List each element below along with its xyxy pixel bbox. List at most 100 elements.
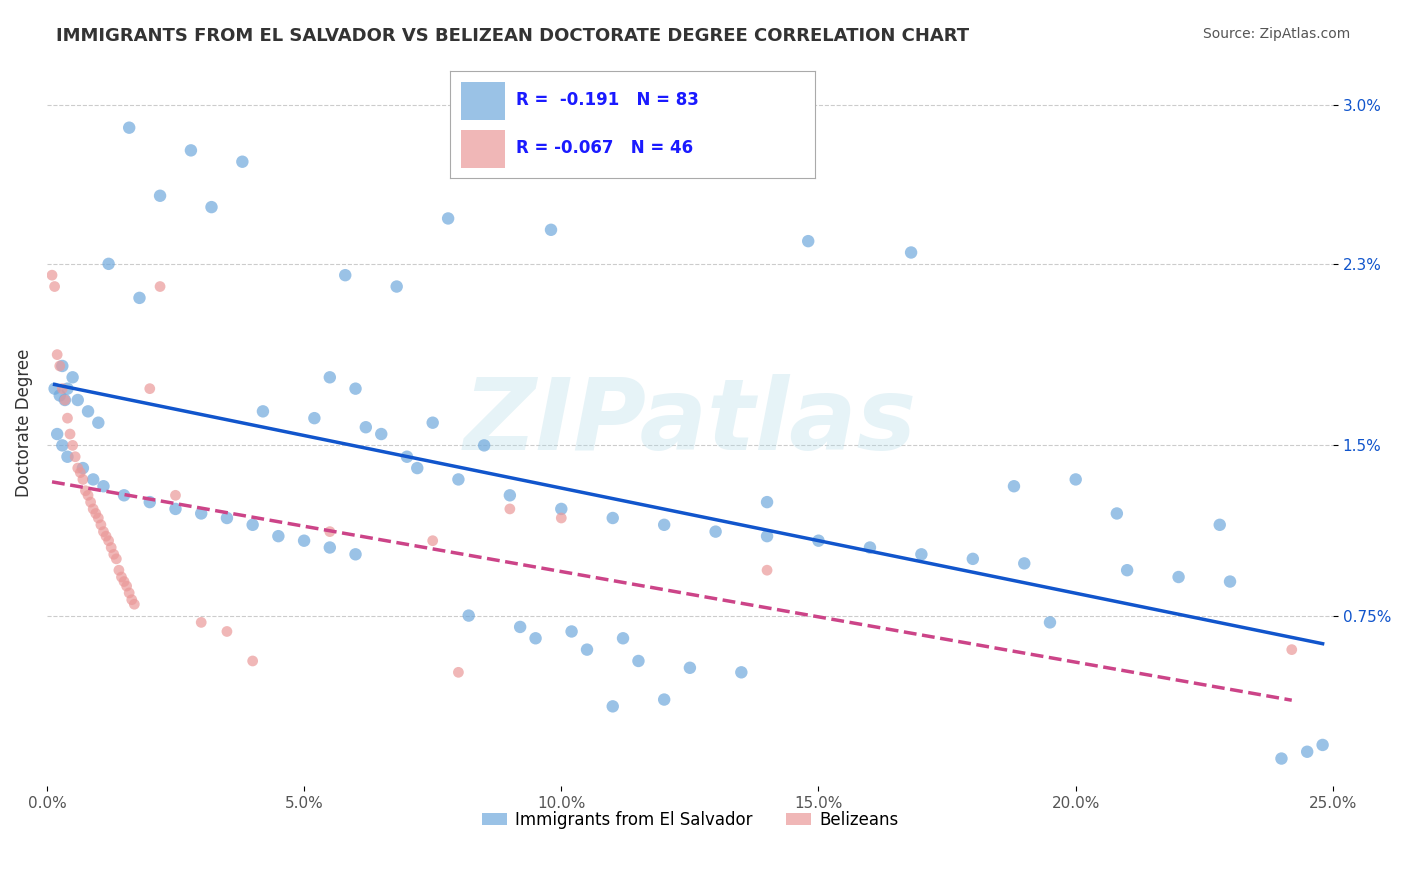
Point [56,450,79,464]
Point [139,382,162,396]
Point [66,392,89,407]
Point [139,495,162,509]
Point [576,642,599,657]
Point [730,665,752,680]
Point [180,144,202,158]
Point [319,541,342,555]
Point [87,416,110,430]
Point [422,533,444,548]
Point [82,502,104,516]
Point [422,416,444,430]
Point [319,370,342,384]
Point [128,291,150,305]
Point [370,427,392,442]
Point [335,268,357,283]
Point [115,579,138,593]
Point [149,279,172,293]
Point [53,392,76,407]
Point [51,382,73,396]
Point [406,461,429,475]
Point [561,624,583,639]
Point [472,438,495,452]
Point [252,404,274,418]
Point [1312,738,1334,752]
Point [807,533,830,548]
Point [652,692,675,706]
Point [93,524,115,539]
Point [242,517,264,532]
Point [1064,472,1087,486]
Bar [461,82,505,120]
Point [75,483,97,498]
Point [51,359,73,373]
Point [1116,563,1139,577]
Point [344,382,367,396]
Point [103,547,125,561]
Point [1270,751,1292,765]
Point [79,495,101,509]
Point [319,524,342,539]
Point [1296,745,1319,759]
Point [550,511,572,525]
Point [344,547,367,561]
Point [94,529,117,543]
Point [77,404,100,418]
Point [51,438,73,452]
Point [1105,507,1128,521]
Point [1039,615,1062,630]
Point [962,552,984,566]
Point [112,488,135,502]
Point [190,507,212,521]
Point [44,382,66,396]
Point [354,420,377,434]
Point [437,211,460,226]
Point [499,502,522,516]
Point [44,279,66,293]
Point [242,654,264,668]
Point [215,624,238,639]
Point [756,495,779,509]
Point [46,348,69,362]
Point [499,488,522,502]
Point [457,608,479,623]
Point [602,699,624,714]
Point [118,586,141,600]
Point [66,461,89,475]
Point [859,541,882,555]
Text: IMMIGRANTS FROM EL SALVADOR VS BELIZEAN DOCTORATE DEGREE CORRELATION CHART: IMMIGRANTS FROM EL SALVADOR VS BELIZEAN … [56,27,969,45]
Point [447,665,470,680]
Point [1012,557,1035,571]
Point [756,563,779,577]
Point [72,461,94,475]
Point [63,450,86,464]
Point [105,552,128,566]
Point [46,427,69,442]
Point [110,570,132,584]
Legend: Immigrants from El Salvador, Belizeans: Immigrants from El Salvador, Belizeans [475,805,905,836]
Point [652,517,675,532]
Point [1002,479,1025,493]
Point [231,154,253,169]
Point [48,388,70,402]
Point [56,411,79,425]
Point [704,524,727,539]
Point [121,592,143,607]
Point [93,479,115,493]
Point [112,574,135,589]
Point [84,507,107,521]
Point [304,411,326,425]
Point [395,450,418,464]
Bar [461,130,505,168]
Point [1167,570,1189,584]
Point [53,392,76,407]
Point [72,472,94,486]
Point [509,620,531,634]
Point [69,466,91,480]
Point [87,511,110,525]
Point [447,472,470,486]
Text: Source: ZipAtlas.com: Source: ZipAtlas.com [1202,27,1350,41]
Point [90,517,112,532]
Point [1209,517,1232,532]
Point [756,529,779,543]
Point [550,502,572,516]
